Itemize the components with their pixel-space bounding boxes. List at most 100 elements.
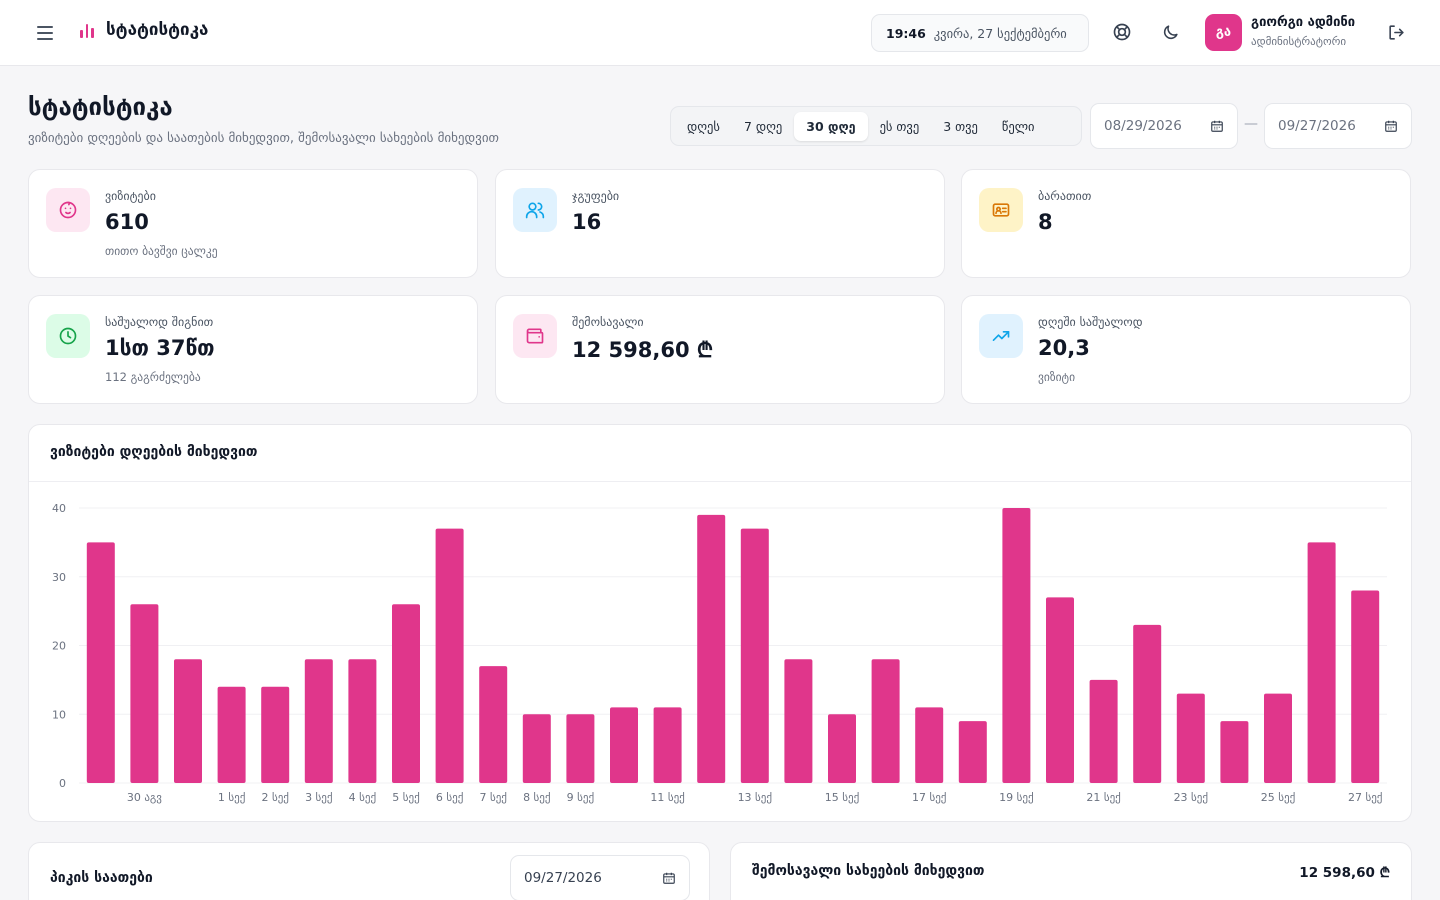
stat-card-income: შემოსავალი 12 598,60 ₾ [495, 295, 945, 404]
stat-label: ბარათით [1038, 189, 1092, 203]
tab-30-days[interactable]: 30 დღე [794, 111, 868, 141]
bar[interactable] [1133, 624, 1162, 783]
clock: 19:46 კვირა, 27 სექტემბერი [871, 14, 1089, 52]
users-icon [513, 188, 557, 232]
bar[interactable] [86, 542, 115, 783]
bar-chart-icon [80, 22, 96, 38]
income-types-title: შემოსავალი სახეების მიხედვით [752, 863, 985, 879]
x-tick-label: 4 სექ [349, 791, 376, 804]
tab-this-month[interactable]: ეს თვე [879, 118, 920, 134]
brand: სტატისტიკა [80, 20, 208, 40]
bar[interactable] [261, 686, 290, 783]
tab-today[interactable]: დღეს [687, 118, 720, 134]
x-tick-label: 23 სექ [1174, 791, 1208, 804]
range-tabs: დღეს 7 დღე 30 დღე ეს თვე 3 თვე წელი [670, 106, 1082, 146]
bar[interactable] [828, 714, 856, 783]
stat-label: დღეში საშუალოდ [1038, 315, 1143, 329]
stat-value: 8 [1038, 210, 1053, 234]
trending-up-icon [979, 314, 1023, 358]
app-title: სტატისტიკა [106, 20, 209, 40]
bar[interactable] [1002, 508, 1031, 783]
bar[interactable] [915, 707, 944, 783]
stat-card-daily-avg: დღეში საშუალოდ 20,3 ვიზიტი [961, 295, 1411, 404]
page-subtitle: ვიზიტები დღეების და საათების მიხედვით, შ… [28, 131, 499, 146]
stat-value: 1სთ 37წთ [105, 336, 215, 360]
bar[interactable] [566, 714, 595, 783]
bar[interactable] [740, 528, 769, 783]
menu-icon[interactable] [34, 22, 56, 44]
id-card-icon [979, 188, 1023, 232]
clock-time: 19:46 [886, 25, 926, 41]
bar[interactable] [392, 604, 420, 783]
bar[interactable] [610, 707, 638, 783]
bar[interactable] [958, 721, 987, 783]
stat-value: 20,3 [1038, 336, 1090, 360]
x-tick-label: 3 სექ [305, 791, 332, 804]
stat-label: საშუალოდ შიგნით [105, 315, 214, 329]
y-tick-label: 30 [52, 571, 66, 584]
stat-card-avg-inside: საშუალოდ შიგნით 1სთ 37წთ 112 გაგრძელება [28, 295, 478, 404]
x-tick-label: 30 აგვ [127, 791, 162, 804]
stat-label: ჯგუფები [572, 189, 620, 203]
user-name: გიორგი ადმინი [1251, 15, 1356, 30]
bar[interactable] [217, 686, 246, 783]
baby-face-icon [46, 188, 90, 232]
stat-value: 610 [105, 210, 149, 234]
date-separator: — [1244, 116, 1258, 132]
bar[interactable] [304, 659, 333, 783]
bar[interactable] [174, 659, 202, 783]
tab-7-days[interactable]: 7 დღე [743, 118, 783, 134]
bar[interactable] [479, 666, 508, 783]
bar[interactable] [653, 707, 682, 783]
x-tick-label: 11 სექ [650, 791, 684, 804]
dark-mode-moon-icon[interactable] [1158, 20, 1182, 44]
wallet-icon [513, 314, 557, 358]
x-tick-label: 13 სექ [738, 791, 772, 804]
stat-sub: 112 გაგრძელება [105, 370, 201, 384]
peak-hours-date-input[interactable]: 09/27/2026 [510, 855, 690, 900]
bar[interactable] [1046, 597, 1074, 783]
date-to-input[interactable]: 09/27/2026 [1264, 103, 1412, 149]
x-tick-label: 27 სექ [1348, 791, 1382, 804]
logout-icon[interactable] [1384, 20, 1408, 44]
clock-date: კვირა, 27 სექტემბერი [933, 25, 1067, 41]
x-tick-label: 1 სექ [218, 791, 245, 804]
stat-value: 16 [572, 210, 602, 234]
bar[interactable] [871, 659, 900, 783]
bar[interactable] [348, 659, 377, 783]
stat-label: ვიზიტები [105, 189, 156, 203]
bar[interactable] [1351, 590, 1380, 784]
tab-3-months[interactable]: 3 თვე [943, 118, 978, 134]
x-tick-label: 17 სექ [912, 791, 946, 804]
date-from-input[interactable]: 08/29/2026 [1090, 103, 1238, 149]
calendar-icon [1211, 120, 1223, 132]
x-tick-label: 9 სექ [567, 791, 594, 804]
bar[interactable] [435, 528, 464, 783]
bar[interactable] [1176, 693, 1205, 783]
x-tick-label: 2 სექ [261, 791, 288, 804]
peak-hours-card: პიკის საათები 09/27/2026 [28, 842, 710, 900]
avatar[interactable]: გა [1205, 14, 1242, 51]
stat-sub: თითო ბავშვი ცალკე [105, 244, 218, 258]
chart-title: ვიზიტები დღეების მიხედვით [50, 444, 258, 460]
help-lifebuoy-icon[interactable] [1110, 20, 1134, 44]
top-bar: სტატისტიკა 19:46 კვირა, 27 სექტემბერი გა… [0, 0, 1440, 66]
x-tick-label: 8 სექ [523, 791, 550, 804]
bar[interactable] [784, 659, 813, 783]
bar[interactable] [1089, 679, 1118, 783]
x-tick-label: 7 სექ [479, 791, 506, 804]
bar[interactable] [697, 514, 726, 783]
y-tick-label: 0 [59, 777, 66, 790]
bar[interactable] [130, 604, 159, 783]
bar[interactable] [1220, 721, 1249, 783]
calendar-icon [1385, 120, 1397, 132]
bar[interactable] [1307, 542, 1336, 783]
x-tick-label: 6 სექ [436, 791, 463, 804]
income-total: 12 598,60 ₾ [1299, 865, 1390, 881]
user-role: ადმინისტრატორი [1251, 35, 1347, 48]
date-to-value: 09/27/2026 [1278, 118, 1356, 134]
bar[interactable] [1264, 693, 1292, 783]
bar[interactable] [522, 714, 551, 783]
y-tick-label: 20 [52, 640, 66, 653]
tab-year[interactable]: წელი [1001, 118, 1035, 134]
